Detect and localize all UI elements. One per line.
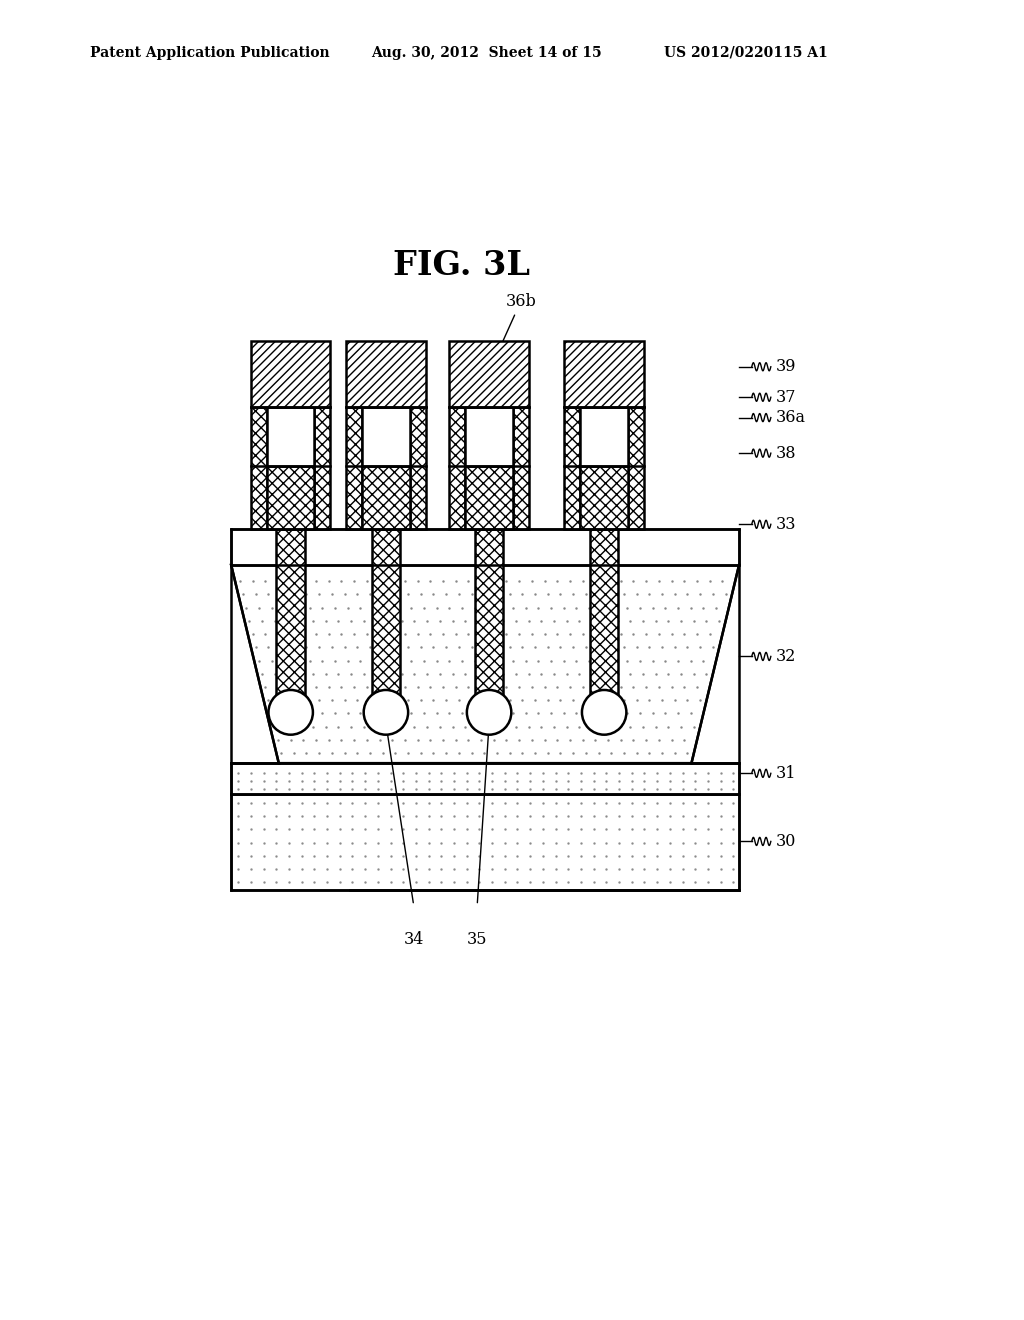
Text: Patent Application Publication: Patent Application Publication bbox=[90, 46, 330, 59]
Text: 31: 31 bbox=[775, 764, 796, 781]
Text: US 2012/0220115 A1: US 2012/0220115 A1 bbox=[664, 46, 827, 59]
Bar bbox=[362, 466, 410, 529]
Bar bbox=[276, 529, 305, 698]
Bar bbox=[251, 408, 331, 529]
Text: 36b: 36b bbox=[490, 293, 537, 370]
Bar bbox=[267, 466, 314, 529]
Bar bbox=[251, 342, 331, 408]
Ellipse shape bbox=[467, 690, 511, 735]
Bar bbox=[372, 529, 400, 698]
Polygon shape bbox=[231, 565, 739, 763]
Bar bbox=[564, 408, 644, 529]
Text: 39: 39 bbox=[775, 358, 796, 375]
Bar bbox=[362, 408, 410, 466]
Bar bbox=[581, 408, 628, 466]
Bar bbox=[362, 408, 410, 529]
Ellipse shape bbox=[268, 690, 313, 735]
Text: 36a: 36a bbox=[775, 409, 806, 426]
Bar bbox=[581, 466, 628, 529]
Text: 32: 32 bbox=[775, 648, 796, 665]
Bar bbox=[581, 408, 628, 529]
Bar bbox=[450, 408, 528, 529]
Bar bbox=[475, 529, 504, 698]
Text: 35: 35 bbox=[467, 931, 487, 948]
Bar bbox=[346, 342, 426, 408]
Ellipse shape bbox=[582, 690, 627, 735]
Text: 30: 30 bbox=[775, 833, 796, 850]
Text: 33: 33 bbox=[775, 516, 796, 533]
Text: 34: 34 bbox=[403, 931, 424, 948]
Bar bbox=[465, 408, 513, 529]
Bar bbox=[231, 529, 739, 565]
Text: FIG. 3L: FIG. 3L bbox=[393, 248, 529, 281]
Bar bbox=[465, 408, 513, 466]
Text: 38: 38 bbox=[775, 445, 796, 462]
Ellipse shape bbox=[364, 690, 409, 735]
Bar bbox=[450, 342, 528, 408]
Bar bbox=[231, 793, 739, 890]
Bar bbox=[267, 408, 314, 466]
Bar bbox=[590, 529, 618, 698]
Bar bbox=[564, 342, 644, 408]
Text: Aug. 30, 2012  Sheet 14 of 15: Aug. 30, 2012 Sheet 14 of 15 bbox=[371, 46, 601, 59]
Bar bbox=[465, 466, 513, 529]
Bar bbox=[346, 408, 426, 529]
Bar bbox=[231, 763, 739, 793]
Bar bbox=[267, 408, 314, 529]
Text: 37: 37 bbox=[775, 389, 796, 405]
